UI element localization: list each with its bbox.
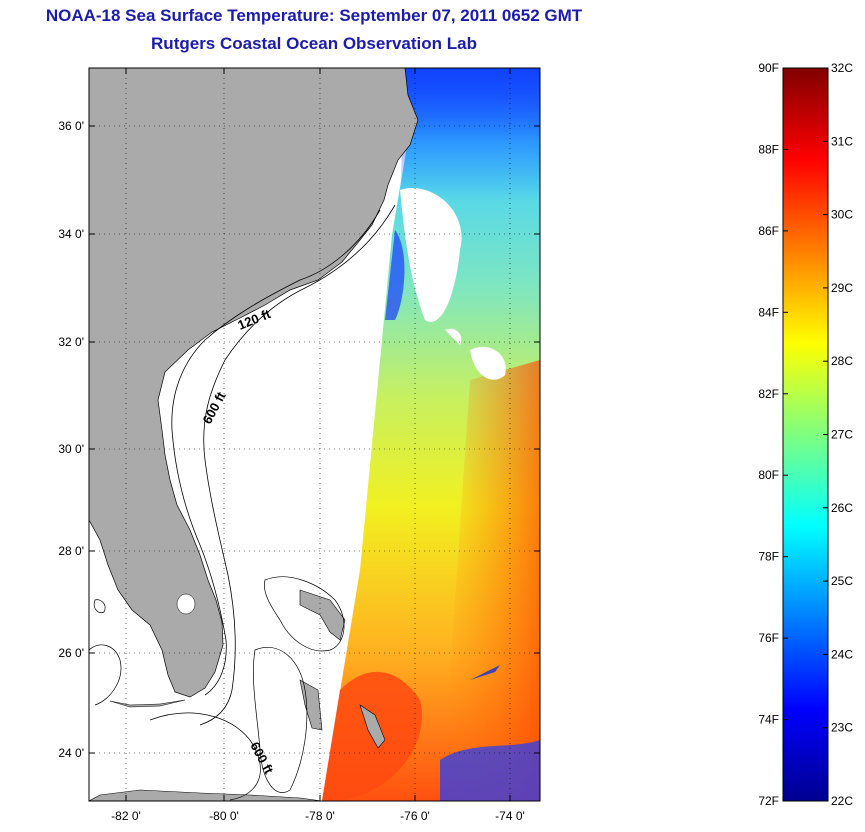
colorbar-label-celsius: 29C <box>831 281 853 295</box>
lon-tick-label: -76 0' <box>400 809 430 823</box>
colorbar-label-fahrenheit: 76F <box>758 631 779 645</box>
lat-tick-label: 30 0' <box>58 442 84 456</box>
colorbar-label-celsius: 25C <box>831 574 853 588</box>
colorbar-label-celsius: 23C <box>831 721 853 735</box>
colorbar-label-celsius: 32C <box>831 61 853 75</box>
contour-600ft <box>199 204 396 726</box>
colorbar-label-fahrenheit: 80F <box>758 468 779 482</box>
map-title: NOAA-18 Sea Surface Temperature: Septemb… <box>45 6 583 25</box>
colorbar-label-celsius: 31C <box>831 134 853 148</box>
colorbar-label-fahrenheit: 72F <box>758 794 779 808</box>
land-us-southeast <box>89 68 419 698</box>
lat-tick-label: 34 0' <box>58 227 84 241</box>
colorbar-label-fahrenheit: 84F <box>758 305 779 319</box>
colorbar-label-fahrenheit: 88F <box>758 142 779 156</box>
colorbar-label-celsius: 30C <box>831 208 853 222</box>
colorbar-label-fahrenheit: 74F <box>758 713 779 727</box>
map-subtitle: Rutgers Coastal Ocean Observation Lab <box>151 34 477 53</box>
colorbar-label-celsius: 28C <box>831 354 853 368</box>
lat-tick-label: 32 0' <box>58 335 84 349</box>
colorbar-label-celsius: 22C <box>831 794 853 808</box>
colorbar-gradient <box>782 67 829 802</box>
colorbar-label-fahrenheit: 78F <box>758 550 779 564</box>
colorbar-label-fahrenheit: 82F <box>758 387 779 401</box>
colorbar-label-celsius: 24C <box>831 647 853 661</box>
colorbar-label-celsius: 26C <box>831 501 853 515</box>
lat-tick-label: 28 0' <box>58 544 84 558</box>
map-frame <box>88 67 541 802</box>
lat-tick-label: 36 0' <box>58 119 84 133</box>
colorbar-label-fahrenheit: 86F <box>758 224 779 238</box>
lat-tick-label: 24 0' <box>58 746 84 760</box>
graticule <box>89 68 540 801</box>
lat-tick-label: 26 0' <box>58 646 84 660</box>
contour-120ft <box>171 209 381 696</box>
colorbar-label-celsius: 27C <box>831 428 853 442</box>
lon-tick-label: -80 0' <box>209 809 239 823</box>
lon-tick-label: -78 0' <box>305 809 335 823</box>
lon-tick-label: -74 0' <box>495 809 525 823</box>
colorbar-label-fahrenheit: 90F <box>758 61 779 75</box>
lon-tick-label: -82 0' <box>111 809 141 823</box>
